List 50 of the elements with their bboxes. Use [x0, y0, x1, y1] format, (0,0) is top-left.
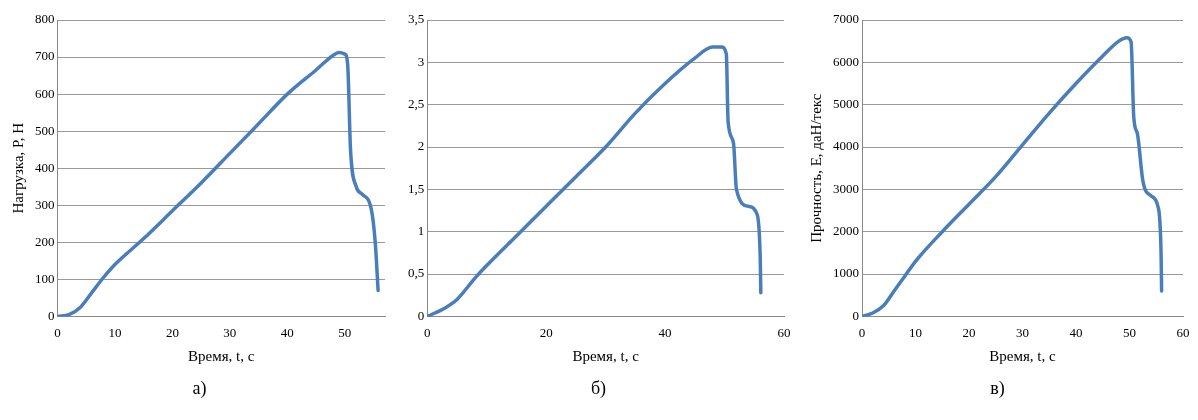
x-tick-label: 20 — [539, 324, 553, 340]
y-tick-label: 1000 — [833, 265, 859, 281]
x-tick-label: 60 — [777, 324, 791, 340]
y-tick-label: 2 — [417, 138, 425, 154]
text: б) — [589, 378, 608, 399]
line-series — [862, 36, 1164, 317]
line-series — [57, 50, 380, 317]
text: а) — [191, 378, 208, 399]
y-tick-label: 100 — [35, 270, 55, 286]
y-tick-label: 5000 — [833, 96, 859, 112]
x-tick-label: 40 — [1069, 324, 1083, 340]
y-tick-label: 3 — [417, 53, 425, 69]
y-tick-label: 7000 — [833, 11, 859, 27]
y-tick-label: 1 — [417, 223, 425, 239]
y-tick-label: 500 — [35, 122, 55, 138]
y-tick-label: 300 — [35, 196, 55, 212]
x-tick-label: 10 — [108, 324, 122, 340]
x-axis-title: Время, t, с — [572, 347, 640, 364]
x-tick-label: 50 — [1123, 324, 1136, 340]
y-tick-label: 0 — [48, 307, 55, 323]
x-tick-label: 40 — [658, 324, 672, 340]
y-tick-label: 800 — [35, 11, 55, 27]
x-tick-label: 30 — [223, 324, 237, 340]
x-tick-label: 60 — [1176, 324, 1190, 340]
y-tick-label: 6000 — [833, 53, 859, 69]
y-tick-label: 700 — [35, 48, 55, 64]
y-axis-title: Нагрузка, P, Н — [9, 122, 26, 214]
text: в) — [989, 378, 1006, 399]
y-tick-label: 0 — [852, 307, 859, 323]
x-tick-label: 40 — [280, 324, 294, 340]
line-series — [427, 45, 763, 317]
y-axis-title: Прочность, Е, даН/текс — [807, 93, 824, 243]
x-axis-title: Время, t, с — [989, 347, 1057, 364]
x-axis-title: Время, t, с — [188, 347, 255, 364]
y-tick-label: 2000 — [833, 223, 859, 239]
y-tick-label: 400 — [35, 159, 55, 175]
y-tick-label: 0 — [417, 307, 425, 323]
x-tick-label: 30 — [1016, 324, 1029, 340]
x-tick-label: 20 — [962, 324, 976, 340]
x-tick-label: 50 — [338, 324, 352, 340]
y-tick-label: 2,5 — [408, 96, 425, 112]
y-tick-label: 0,5 — [408, 265, 425, 281]
y-tick-label: 4000 — [833, 138, 859, 154]
x-tick-label: 20 — [165, 324, 179, 340]
x-tick-label: 10 — [909, 324, 922, 340]
y-tick-label: 1,5 — [408, 180, 425, 196]
y-tick-label: 600 — [35, 85, 55, 101]
y-tick-label: 200 — [35, 233, 55, 249]
y-tick-label: 3,5 — [408, 11, 425, 27]
y-tick-label: 3000 — [833, 180, 859, 196]
